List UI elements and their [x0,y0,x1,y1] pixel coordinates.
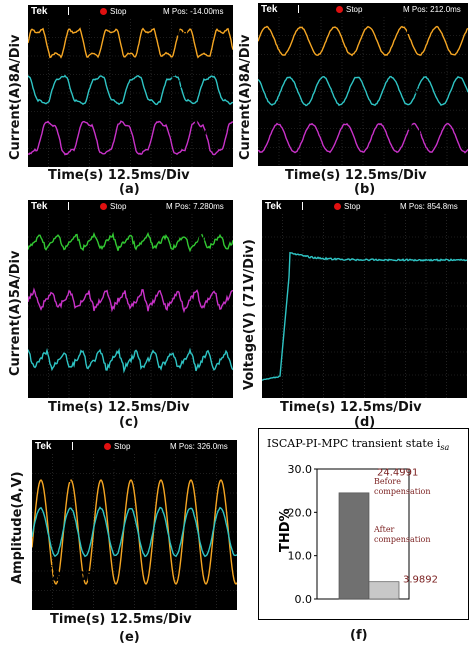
trace-label-ifa: ifa [193,226,208,244]
stop-indicator: Stop [334,202,360,211]
stop-indicator: Stop [336,5,362,14]
trace-isa [258,25,468,57]
trace-vsa [32,478,237,586]
scope-grid [28,19,233,167]
category-label-before: Before compensation [374,477,431,496]
x-axis-label-a: Time(s) 12.5ms/Div [48,168,190,183]
scope-header: Tek Stop M Pos: 212.0ms [258,3,468,17]
m-pos-readout: M Pos: 854.8ms [400,202,458,211]
waveform-area [258,17,468,166]
y-axis-label: THD% [278,508,293,552]
tek-logo: Tek [35,441,52,452]
waveform-area [32,454,237,610]
trace-label-ifc: ifc [193,330,208,348]
tek-logo: Tek [261,4,278,15]
trigger-icon [68,202,83,210]
trace-label-ilc: iLc [193,120,210,138]
tek-logo: Tek [31,201,48,212]
x-axis-label-d: Time(s) 12.5ms/Div [280,400,422,415]
m-pos-readout: M Pos: 7.280ms [166,202,224,211]
m-pos-readout: M Pos: 212.0ms [403,5,461,14]
scope-panel-b: Tek Stop M Pos: 212.0ms isa isb isc [258,3,468,166]
caption-f: (f) [350,628,368,643]
trace-ifa [28,231,233,253]
trace-isc [258,122,468,154]
y-tick-label: 20.0 [288,506,313,519]
scope-header: Tek Stop M Pos: 7.280ms [28,200,233,214]
trace-label-isa: isa [406,23,422,41]
caption-d: (d) [354,415,376,430]
trace-label-isa: isa [42,552,59,573]
m-pos-readout: M Pos: -14.00ms [163,7,224,16]
chart-title: ISCAP-PI-MPC transient state isa [267,437,449,452]
x-axis-label-e: Time(s) 12.5ms/Div [50,612,192,627]
trace-ilc [28,120,233,156]
y-axis-label-d: Voltage(V) (71V/Div) [242,239,257,390]
waveform-area [28,19,233,167]
y-axis-label-a: Current(A)8A/Div [8,34,23,160]
y-tick-label: 0.0 [295,593,313,606]
stop-indicator: Stop [100,7,126,16]
trace-ifc [28,347,233,374]
scope-panel-a: Tek Stop M Pos: -14.00ms iLa iLb iLc [28,5,233,167]
trace-label-ilb: iLb [171,73,189,91]
trace-ila [28,27,233,59]
category-label-after: After compensation [373,525,431,544]
trigger-icon [302,202,317,210]
tek-logo: Tek [31,6,48,17]
scope-panel-c: Tek Stop M Pos: 7.280ms ifa ifb ifc [28,200,233,398]
thd-bar-before [338,492,370,600]
trace-label-ila: iLa [171,21,189,39]
trace-ilb [28,74,233,106]
trigger-icon [298,5,313,13]
scope-grid [28,214,233,398]
caption-e: (e) [119,630,140,645]
y-axis-label-e: Amplitude(A,V) [10,471,25,584]
thd-bar-after [368,581,400,600]
stop-indicator: Stop [104,442,130,451]
trace-ifb [28,287,233,314]
y-axis-label-c: Current(A)5A/Div [8,250,23,376]
trace-isa [32,506,237,558]
waveform-area [28,214,233,398]
thd-bar-chart: ISCAP-PI-MPC transient state isa THD% 0.0 1… [267,437,449,606]
scope-header: Tek Stop M Pos: -14.00ms [28,5,233,19]
trace-label-isb: isb [408,79,425,97]
trace-isb [258,75,468,107]
trace-vdc [262,251,467,381]
scope-grid [258,17,468,166]
scope-panel-e: Tek Stop M Pos: 326.0ms vsa 35V/Div isa … [32,440,237,610]
stop-indicator: Stop [100,202,126,211]
x-axis-label-c: Time(s) 12.5ms/Div [48,400,190,415]
m-pos-readout: M Pos: 326.0ms [170,442,228,451]
trigger-icon [72,442,87,450]
scope-header: Tek Stop M Pos: 326.0ms [32,440,237,454]
tek-logo: Tek [265,201,282,212]
y-tick-label: 10.0 [288,550,313,563]
waveform-area [262,214,467,398]
caption-a: (a) [119,182,140,197]
value-label-after: 3.9892 [403,574,438,585]
thd-chart-frame: ISCAP-PI-MPC transient state isa THD% 0.0 1… [258,428,469,620]
y-tick-label: 30.0 [288,463,313,476]
trace-label-vsa: vsa [52,464,72,485]
voltage-scale-label: 35V/Div [94,462,151,477]
trace-label-ifb: ifb [193,272,209,290]
trace-label-isc: isc [408,119,424,137]
value-label-before: 24.4991 [377,467,418,478]
current-scale-label: 8A/Div [52,570,100,585]
caption-b: (b) [354,182,376,197]
caption-c: (c) [119,415,139,430]
y-axis-label-b: Current(A)8A/Div [238,34,253,160]
x-axis-label-b: Time(s) 12.5ms/Div [285,168,427,183]
trigger-icon [68,7,83,15]
scope-panel-d: Tek Stop M Pos: 854.8ms Vdc [262,200,467,398]
scope-header: Tek Stop M Pos: 854.8ms [262,200,467,214]
trace-label-vdc: Vdc [418,232,442,253]
